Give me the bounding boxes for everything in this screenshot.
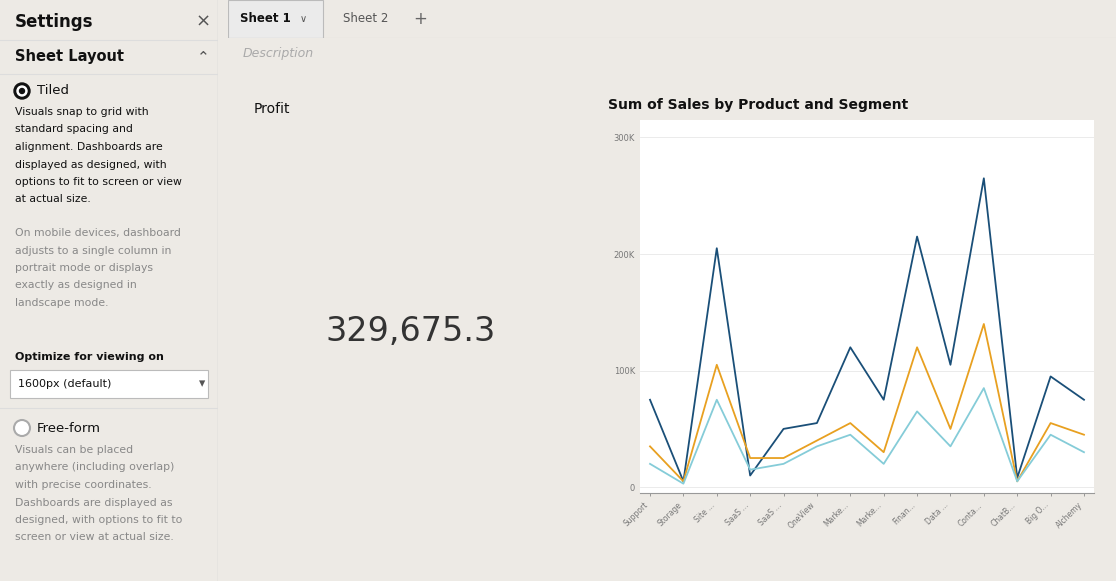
Text: options to fit to screen or view: options to fit to screen or view: [15, 177, 182, 187]
Text: Free-form: Free-form: [37, 421, 102, 435]
Text: Profit: Profit: [254, 102, 290, 116]
Text: ⌃: ⌃: [196, 49, 210, 64]
Text: Tiled: Tiled: [37, 84, 69, 98]
Text: portrait mode or displays: portrait mode or displays: [15, 263, 153, 273]
Text: exactly as designed in: exactly as designed in: [15, 281, 137, 290]
Circle shape: [15, 83, 30, 99]
Text: alignment. Dashboards are: alignment. Dashboards are: [15, 142, 163, 152]
Text: anywhere (including overlap): anywhere (including overlap): [15, 462, 174, 472]
Text: 1600px (default): 1600px (default): [18, 379, 112, 389]
Text: Sheet Layout: Sheet Layout: [15, 49, 124, 64]
Text: displayed as designed, with: displayed as designed, with: [15, 160, 166, 170]
Text: landscape mode.: landscape mode.: [15, 298, 108, 308]
Text: designed, with options to fit to: designed, with options to fit to: [15, 515, 182, 525]
Text: screen or view at actual size.: screen or view at actual size.: [15, 533, 174, 543]
Text: with precise coordinates.: with precise coordinates.: [15, 480, 152, 490]
Text: ▾: ▾: [199, 378, 205, 390]
Circle shape: [15, 420, 30, 436]
Bar: [10, 370, 208, 398]
Text: Description: Description: [243, 48, 314, 60]
Text: at actual size.: at actual size.: [15, 195, 90, 205]
Text: 329,675.3: 329,675.3: [326, 315, 497, 348]
Text: Sheet 2: Sheet 2: [343, 13, 388, 26]
Text: Sheet 1: Sheet 1: [240, 13, 291, 26]
Text: +: +: [413, 10, 427, 28]
Text: Sum of Sales by Product and Segment: Sum of Sales by Product and Segment: [608, 98, 908, 112]
Text: standard spacing and: standard spacing and: [15, 124, 133, 134]
Text: Optimize for viewing on: Optimize for viewing on: [15, 352, 164, 362]
Bar: [228, 0, 323, 38]
Text: Settings: Settings: [15, 13, 94, 31]
Text: ∨: ∨: [300, 14, 307, 24]
Text: Visuals can be placed: Visuals can be placed: [15, 445, 133, 455]
Text: ×: ×: [195, 13, 211, 31]
Circle shape: [19, 88, 25, 94]
Text: adjusts to a single column in: adjusts to a single column in: [15, 246, 172, 256]
Text: Visuals snap to grid with: Visuals snap to grid with: [15, 107, 148, 117]
Circle shape: [17, 86, 27, 96]
Text: Dashboards are displayed as: Dashboards are displayed as: [15, 497, 173, 507]
Text: On mobile devices, dashboard: On mobile devices, dashboard: [15, 228, 181, 238]
